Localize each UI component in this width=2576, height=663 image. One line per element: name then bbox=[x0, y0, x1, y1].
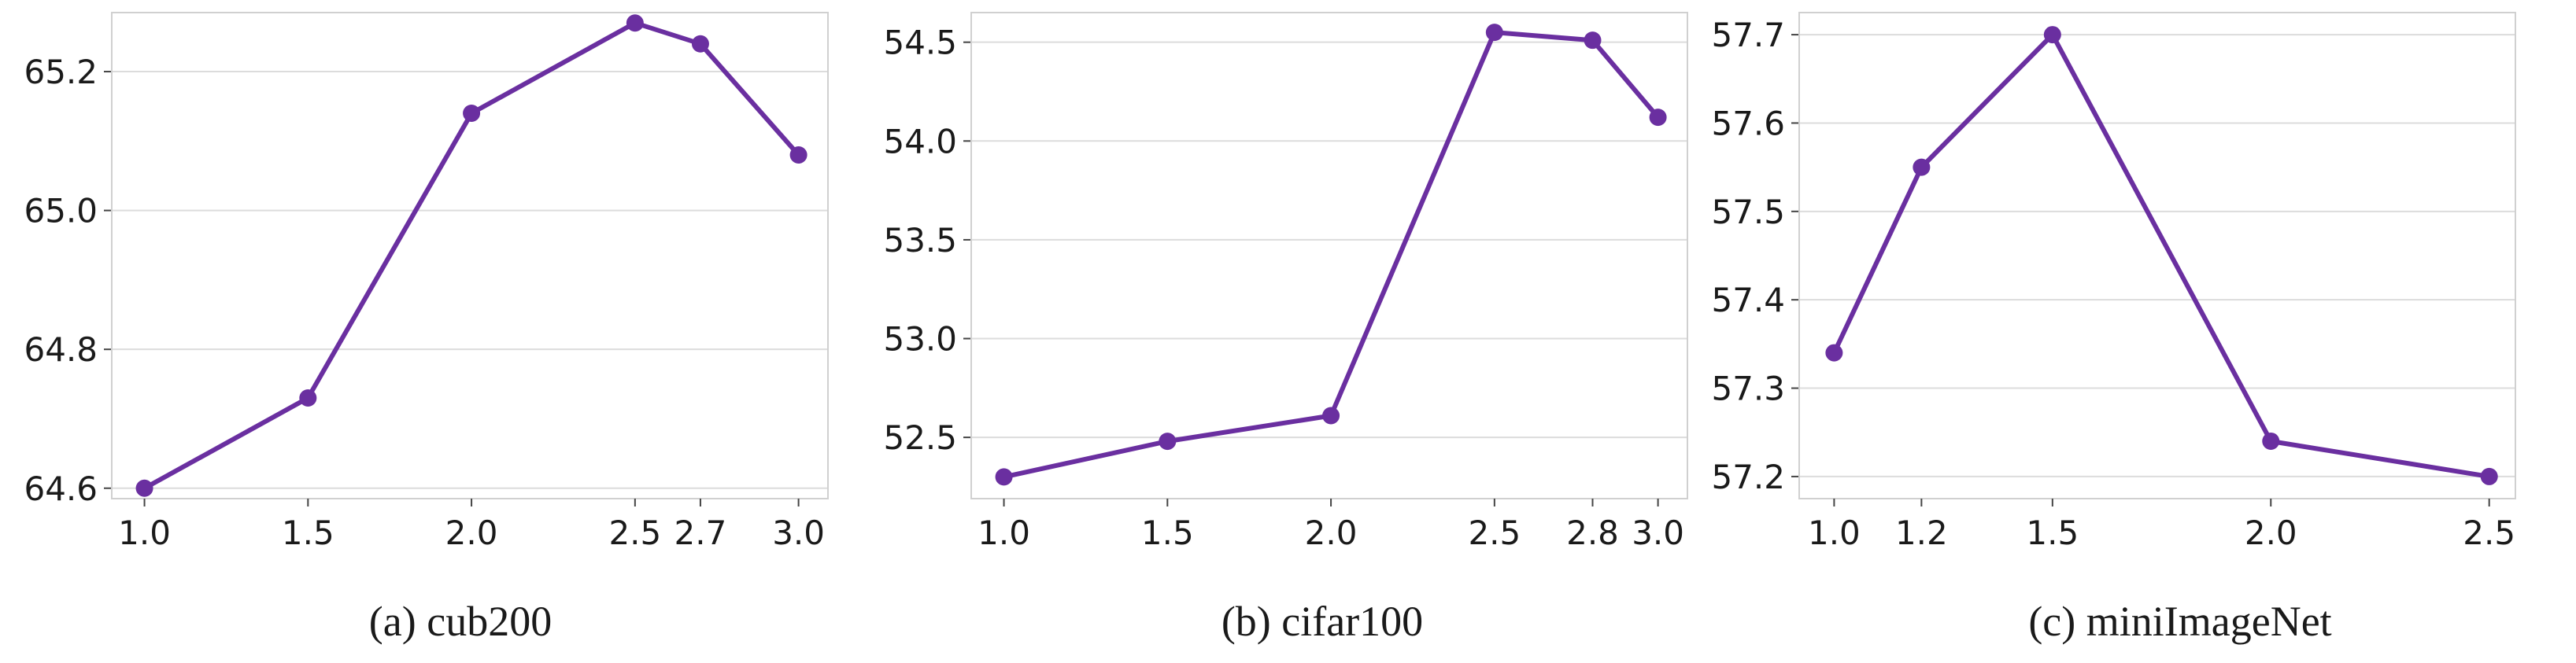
miniimagenet-xtick-label-2: 1.5 bbox=[2026, 514, 2079, 552]
miniimagenet-ytick-label-1: 57.3 bbox=[1711, 370, 1785, 408]
cifar100-xtick-label-0: 1.0 bbox=[978, 514, 1030, 552]
miniimagenet-plot-frame bbox=[1798, 12, 2516, 499]
miniimagenet-ytick-label-2: 57.4 bbox=[1711, 281, 1785, 319]
cifar100-ytick-label-2: 53.5 bbox=[883, 221, 957, 260]
cub200-caption: (a) cub200 bbox=[369, 598, 552, 645]
miniimagenet-ytick-label-3: 57.5 bbox=[1711, 193, 1785, 231]
cub200-point-5 bbox=[789, 145, 808, 164]
miniimagenet-series-line bbox=[1831, 32, 2492, 479]
miniimagenet-point-1 bbox=[1913, 158, 1931, 176]
cub200-point-1 bbox=[299, 389, 317, 407]
cub200-xtick-label-4: 2.7 bbox=[674, 514, 727, 552]
miniimagenet-point-3 bbox=[2262, 432, 2280, 450]
miniimagenet-point-0 bbox=[1825, 344, 1843, 362]
miniimagenet-caption: (c) miniImageNet bbox=[2028, 598, 2331, 645]
cub200-ytick-label-3: 65.2 bbox=[24, 53, 98, 91]
cub200-plot-frame bbox=[111, 12, 829, 499]
cifar100-xtick-label-3: 2.5 bbox=[1468, 514, 1521, 552]
cub200-xtick-label-0: 1.0 bbox=[118, 514, 171, 552]
cub200-ytick-label-1: 64.8 bbox=[24, 330, 98, 369]
miniimagenet-point-4 bbox=[2480, 467, 2498, 485]
cub200-xtick-label-3: 2.5 bbox=[608, 514, 661, 552]
miniimagenet-ytick-label-4: 57.6 bbox=[1711, 104, 1785, 142]
cub200-point-2 bbox=[463, 105, 481, 123]
cifar100-xtick-label-5: 3.0 bbox=[1632, 514, 1684, 552]
cub200-point-3 bbox=[626, 14, 644, 32]
cifar100-point-0 bbox=[995, 468, 1013, 486]
cub200-xtick-label-1: 1.5 bbox=[282, 514, 334, 552]
cifar100-ytick-label-3: 54.0 bbox=[883, 122, 957, 160]
miniimagenet-ytick-label-5: 57.7 bbox=[1711, 16, 1785, 54]
cifar100-series-line bbox=[1001, 30, 1661, 480]
chart-panel-cifar100: 52.5 53.0 53.5 54.0 54.5 1.0 1.5 2.0 2.5 2.8 3.0 (b… bbox=[883, 12, 1688, 645]
cifar100-caption: (b) cifar100 bbox=[1221, 598, 1423, 645]
cifar100-point-4 bbox=[1584, 31, 1602, 50]
cifar100-ytick-label-4: 54.5 bbox=[883, 24, 957, 62]
cifar100-point-3 bbox=[1485, 24, 1503, 42]
cifar100-point-2 bbox=[1322, 407, 1340, 425]
cifar100-ytick-label-1: 53.0 bbox=[883, 320, 957, 359]
chart-panel-cub200: 64.6 64.8 65.0 65.2 1.0 1.5 2.0 2.5 2.7 3.0 (a) cu… bbox=[24, 12, 829, 645]
miniimagenet-ytick-label-0: 57.2 bbox=[1711, 458, 1785, 496]
cifar100-xtick-label-4: 2.8 bbox=[1566, 514, 1619, 552]
cifar100-ytick-label-0: 52.5 bbox=[883, 418, 957, 457]
cub200-xtick-label-5: 3.0 bbox=[772, 514, 825, 552]
cifar100-plot-frame bbox=[970, 12, 1688, 499]
cub200-ytick-label-2: 65.0 bbox=[24, 192, 98, 230]
chart-panel-miniimagenet: 57.2 57.3 57.4 57.5 57.6 57.7 1.0 1.2 1.5 2.0 2.5 (… bbox=[1711, 12, 2516, 645]
cub200-series-line bbox=[142, 20, 801, 491]
cifar100-xtick-label-1: 1.5 bbox=[1141, 514, 1194, 552]
cifar100-xtick-label-2: 2.0 bbox=[1305, 514, 1358, 552]
miniimagenet-xtick-label-4: 2.5 bbox=[2463, 514, 2515, 552]
cub200-ytick-label-0: 64.6 bbox=[24, 470, 98, 508]
miniimagenet-xtick-label-1: 1.2 bbox=[1895, 514, 1948, 552]
cub200-point-4 bbox=[691, 35, 709, 53]
cub200-point-0 bbox=[135, 479, 153, 497]
miniimagenet-xtick-label-0: 1.0 bbox=[1808, 514, 1861, 552]
cub200-xtick-label-2: 2.0 bbox=[445, 514, 498, 552]
miniimagenet-point-2 bbox=[2043, 26, 2061, 44]
cifar100-point-1 bbox=[1159, 433, 1177, 451]
cifar100-point-5 bbox=[1649, 109, 1667, 127]
miniimagenet-xtick-label-3: 2.0 bbox=[2245, 514, 2297, 552]
